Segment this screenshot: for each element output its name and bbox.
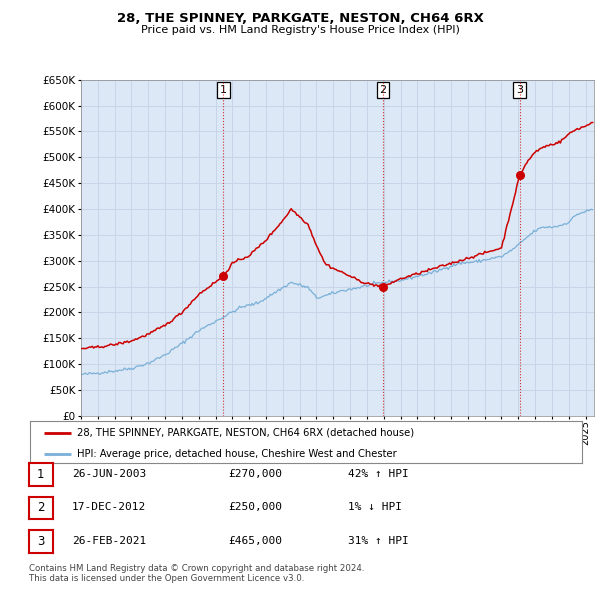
Text: £250,000: £250,000 [228, 503, 282, 512]
Text: 1: 1 [220, 85, 227, 95]
Text: 31% ↑ HPI: 31% ↑ HPI [348, 536, 409, 546]
Text: 1% ↓ HPI: 1% ↓ HPI [348, 503, 402, 512]
Text: 17-DEC-2012: 17-DEC-2012 [72, 503, 146, 512]
Text: 26-FEB-2021: 26-FEB-2021 [72, 536, 146, 546]
Text: 3: 3 [37, 535, 44, 548]
Text: 2: 2 [37, 502, 44, 514]
Text: 26-JUN-2003: 26-JUN-2003 [72, 469, 146, 478]
Text: 42% ↑ HPI: 42% ↑ HPI [348, 469, 409, 478]
Text: Contains HM Land Registry data © Crown copyright and database right 2024.
This d: Contains HM Land Registry data © Crown c… [29, 563, 364, 583]
Text: 28, THE SPINNEY, PARKGATE, NESTON, CH64 6RX (detached house): 28, THE SPINNEY, PARKGATE, NESTON, CH64 … [77, 428, 414, 438]
Text: HPI: Average price, detached house, Cheshire West and Chester: HPI: Average price, detached house, Ches… [77, 449, 397, 459]
Text: 1: 1 [37, 468, 44, 481]
Text: 28, THE SPINNEY, PARKGATE, NESTON, CH64 6RX: 28, THE SPINNEY, PARKGATE, NESTON, CH64 … [116, 12, 484, 25]
Text: £270,000: £270,000 [228, 469, 282, 478]
Text: £465,000: £465,000 [228, 536, 282, 546]
Text: 3: 3 [516, 85, 523, 95]
Text: Price paid vs. HM Land Registry's House Price Index (HPI): Price paid vs. HM Land Registry's House … [140, 25, 460, 35]
Text: 2: 2 [379, 85, 386, 95]
